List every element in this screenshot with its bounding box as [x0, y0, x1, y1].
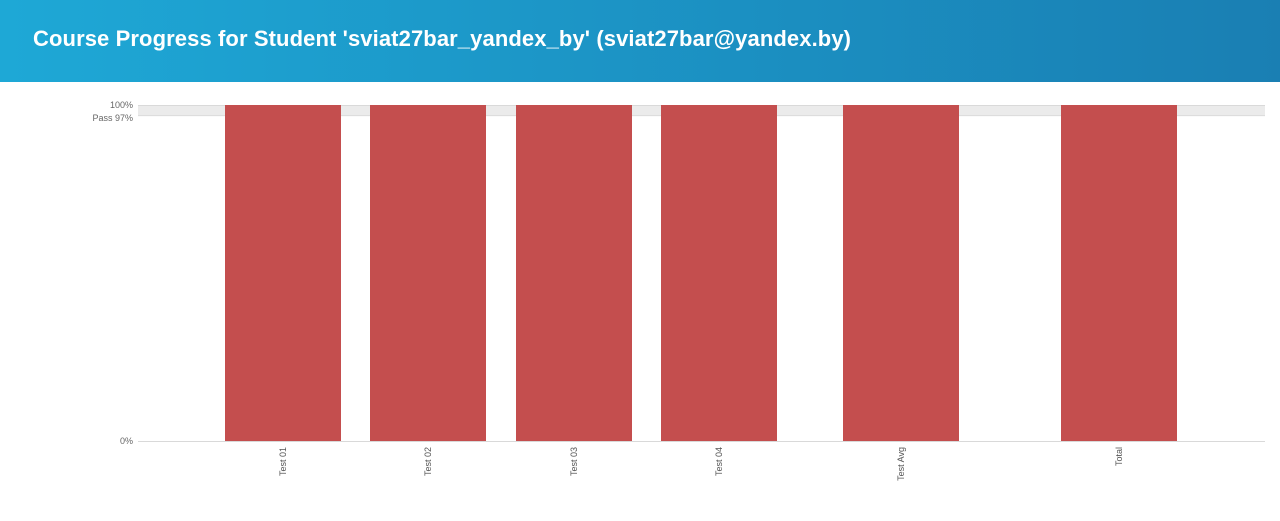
bar-test-03[interactable] [516, 105, 632, 441]
course-progress-chart: 0% Pass 97% 100% Test 01 Test 02 Test 03 Test… [0, 82, 1280, 516]
bar-test-04[interactable] [661, 105, 777, 441]
bar-test-02[interactable] [370, 105, 486, 441]
x-tick-label: Test Avg [896, 447, 906, 481]
x-tick-label: Test 02 [423, 447, 433, 476]
x-tick-label: Test 03 [569, 447, 579, 476]
bar-test-avg[interactable] [843, 105, 959, 441]
y-tick-label: 0% [120, 436, 133, 446]
x-tick-label: Total [1114, 447, 1124, 466]
x-tick-label: Test 04 [714, 447, 724, 476]
y-tick-label: Pass 97% [92, 113, 133, 123]
x-tick-label: Test 01 [278, 447, 288, 476]
bar-total[interactable] [1061, 105, 1177, 441]
y-tick-label: 100% [110, 100, 133, 110]
page-title: Course Progress for Student 'sviat27bar_… [33, 26, 852, 51]
page-header: Course Progress for Student 'sviat27bar_… [0, 0, 1280, 82]
bar-chart: 0% Pass 97% 100% Test 01 Test 02 Test 03 Test… [92, 100, 1265, 481]
bar-test-01[interactable] [225, 105, 341, 441]
